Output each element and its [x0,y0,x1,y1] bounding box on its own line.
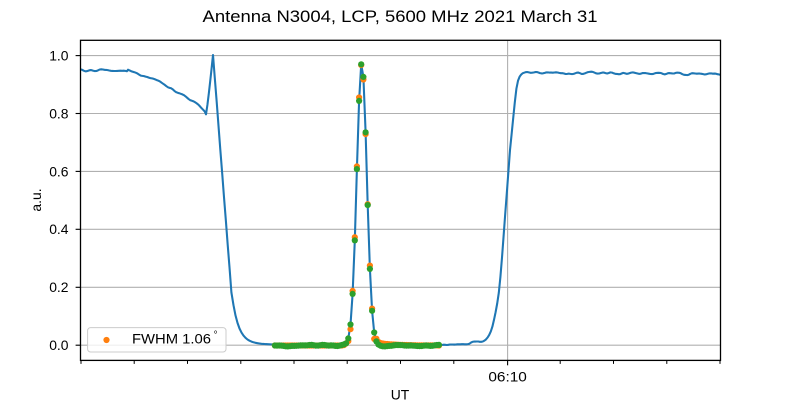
svg-text:0.2: 0.2 [49,279,69,295]
svg-text:FWHM 1.06: FWHM 1.06 [132,330,211,346]
svg-text:0.0: 0.0 [49,337,69,353]
svg-text:06:10: 06:10 [488,368,527,384]
svg-text:0.6: 0.6 [49,163,69,179]
svg-text:0.8: 0.8 [49,105,69,121]
svg-text:1.0: 1.0 [49,48,69,64]
svg-text:0.4: 0.4 [49,221,69,237]
svg-text:Antenna N3004, LCP, 5600 MHz 2: Antenna N3004, LCP, 5600 MHz 2021 March … [203,7,598,26]
svg-text:a.u.: a.u. [28,188,44,211]
svg-text:°: ° [214,330,218,341]
svg-text:UT: UT [391,387,410,401]
